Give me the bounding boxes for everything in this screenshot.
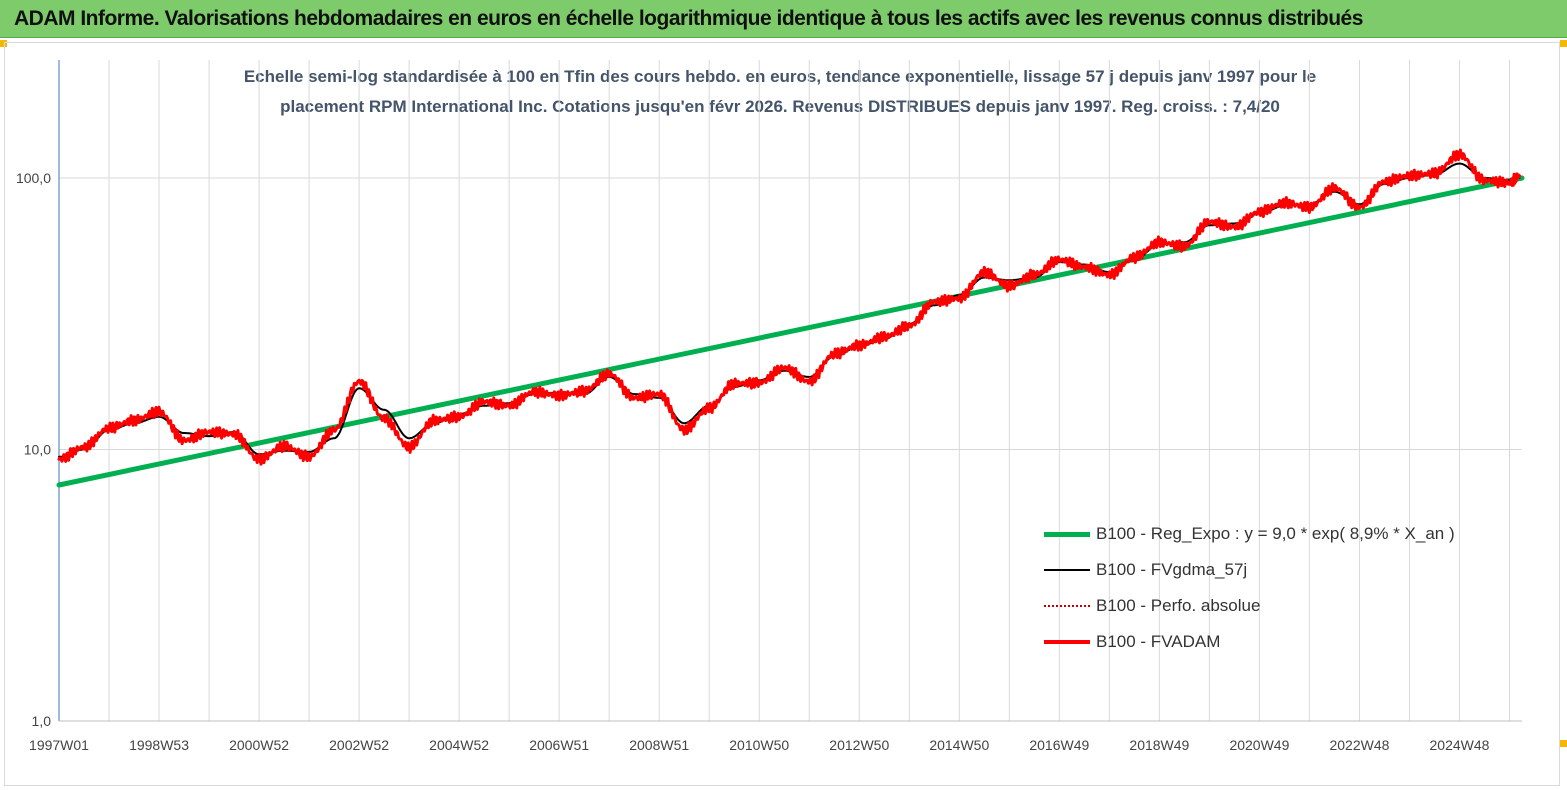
x-tick-label: 2002W52: [329, 737, 389, 753]
x-tick-label: 2004W52: [429, 737, 489, 753]
x-tick-label: 2012W50: [829, 737, 889, 753]
x-tick-label: 1997W01: [29, 737, 89, 753]
corner-mark-bottom-right: [1560, 740, 1567, 747]
x-tick-label: 2000W52: [229, 737, 289, 753]
report-banner: ADAM Informe. Valorisations hebdomadaire…: [0, 0, 1567, 38]
chart-legend: B100 - Reg_Expo : y = 9,0 * exp( 8,9% * …: [1044, 516, 1455, 660]
y-tick-label: 100,0: [16, 170, 51, 186]
y-tick-label: 10,0: [24, 442, 51, 458]
axes: [58, 60, 1522, 722]
legend-item-fvgdma: B100 - FVgdma_57j: [1044, 552, 1455, 588]
chart-title-line-2: placement RPM International Inc. Cotatio…: [280, 97, 1280, 116]
y-tick-label: 1,0: [32, 713, 52, 729]
corner-mark-top-right: [1560, 40, 1567, 47]
legend-label-fvadam: B100 - FVADAM: [1096, 632, 1221, 651]
x-tick-label: 2016W49: [1029, 737, 1089, 753]
report-title: ADAM Informe. Valorisations hebdomadaire…: [14, 6, 1363, 30]
x-tick-labels: 1997W01 1998W53 2000W52 2002W52 2004W52 2006W…: [29, 737, 1490, 753]
chart-frame: [4, 42, 1560, 786]
x-tick-label: 2024W48: [1430, 737, 1490, 753]
legend-swatch-fvgdma: [1044, 563, 1090, 577]
y-tick-labels: 1,0 10,0 100,0: [16, 170, 51, 729]
series-line-fvadam: [57, 148, 1521, 466]
x-tick-label: 2008W51: [629, 737, 689, 753]
x-tick-label: 2010W50: [729, 737, 789, 753]
chart-title-line-1: Echelle semi-log standardisée à 100 en T…: [243, 67, 1317, 86]
x-tick-label: 2020W49: [1229, 737, 1289, 753]
x-tick-label: 1998W53: [129, 737, 189, 753]
x-tick-label: 2018W49: [1129, 737, 1189, 753]
corner-mark-top-left: [0, 40, 7, 47]
legend-label-fvgdma: B100 - FVgdma_57j: [1096, 560, 1248, 579]
legend-item-perfo: B100 - Perfo. absolue: [1044, 588, 1455, 624]
x-tick-label: 2014W50: [929, 737, 989, 753]
legend-swatch-reg-expo: [1044, 527, 1090, 541]
series-line-reg: [56, 175, 1525, 488]
legend-swatch-perfo: [1044, 599, 1090, 613]
series-lines: [56, 148, 1525, 488]
legend-label-perfo: B100 - Perfo. absolue: [1096, 596, 1261, 615]
legend-label-reg-expo: B100 - Reg_Expo : y = 9,0 * exp( 8,9% * …: [1096, 524, 1455, 543]
legend-item-fvadam: B100 - FVADAM: [1044, 624, 1455, 660]
legend-item-reg-expo: B100 - Reg_Expo : y = 9,0 * exp( 8,9% * …: [1044, 516, 1455, 552]
x-tick-label: 2022W48: [1329, 737, 1389, 753]
x-tick-label: 2006W51: [529, 737, 589, 753]
legend-swatch-fvadam: [1044, 635, 1090, 649]
